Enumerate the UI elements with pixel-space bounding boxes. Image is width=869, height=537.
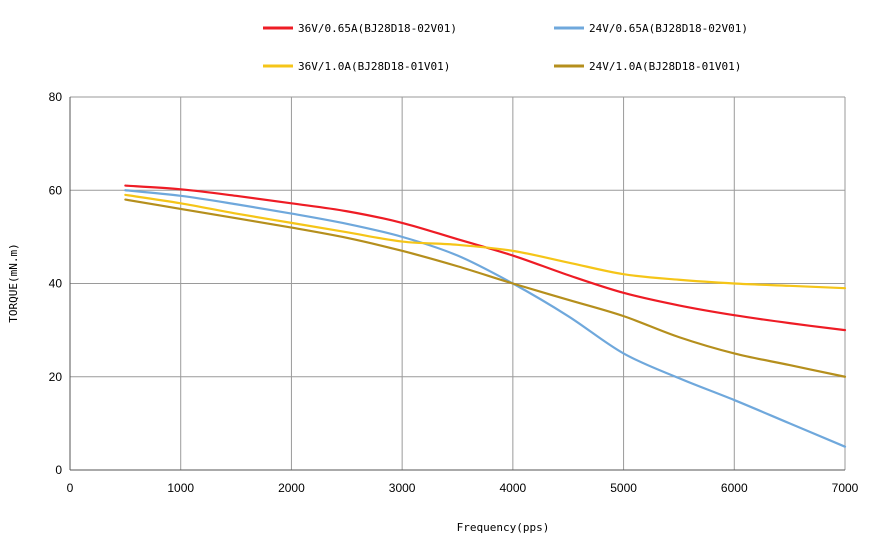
y-tick-label: 80 bbox=[49, 90, 63, 104]
x-tick-label: 4000 bbox=[500, 481, 527, 495]
x-tick-label: 2000 bbox=[278, 481, 305, 495]
tick-labels: 0 1000 2000 3000 4000 5000 6000 7000 0 20 40 60 80 bbox=[49, 90, 859, 495]
legend-label: 36V/0.65A(BJ28D18-02V01) bbox=[298, 22, 457, 35]
y-tick-label: 60 bbox=[49, 183, 63, 197]
x-tick-label: 5000 bbox=[610, 481, 637, 495]
series-line-4 bbox=[124, 198, 847, 378]
x-tick-label: 1000 bbox=[167, 481, 194, 495]
legend-label: 36V/1.0A(BJ28D18-01V01) bbox=[298, 60, 450, 73]
legend-item: 36V/1.0A(BJ28D18-01V01) bbox=[263, 60, 450, 73]
x-axis-title: Frequency(pps) bbox=[457, 521, 550, 534]
legend-label: 24V/1.0A(BJ28D18-01V01) bbox=[589, 60, 741, 73]
y-tick-label: 40 bbox=[49, 277, 63, 291]
legend-label: 24V/0.65A(BJ28D18-02V01) bbox=[589, 22, 748, 35]
y-tick-label: 0 bbox=[55, 463, 62, 477]
x-tick-label: 7000 bbox=[832, 481, 859, 495]
series-line-1 bbox=[124, 184, 847, 332]
series-line-2 bbox=[124, 189, 847, 448]
y-tick-label: 20 bbox=[49, 370, 63, 384]
legend-item: 24V/0.65A(BJ28D18-02V01) bbox=[554, 22, 748, 35]
legend: 36V/0.65A(BJ28D18-02V01) 24V/0.65A(BJ28D… bbox=[263, 22, 748, 73]
x-tick-label: 0 bbox=[67, 481, 74, 495]
y-axis-title: TORQUE(mN.m) bbox=[7, 243, 20, 322]
series-line-3 bbox=[124, 193, 847, 290]
legend-item: 24V/1.0A(BJ28D18-01V01) bbox=[554, 60, 741, 73]
x-tick-label: 6000 bbox=[721, 481, 748, 495]
grid bbox=[69, 96, 846, 471]
series-lines bbox=[124, 184, 847, 448]
legend-item: 36V/0.65A(BJ28D18-02V01) bbox=[263, 22, 457, 35]
x-tick-label: 3000 bbox=[389, 481, 416, 495]
